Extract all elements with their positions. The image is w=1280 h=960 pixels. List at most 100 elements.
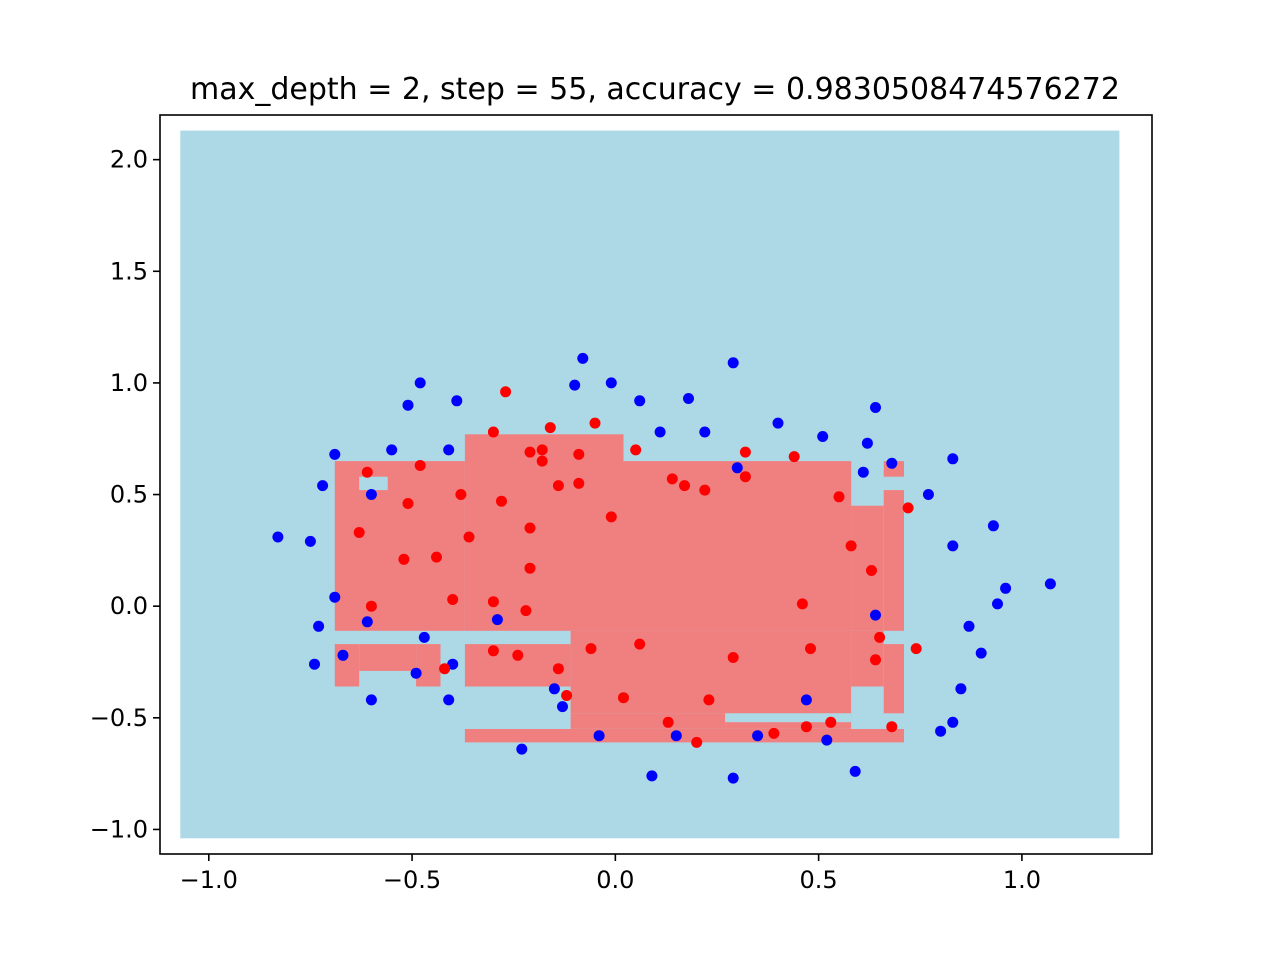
- data-point-blue: [317, 480, 329, 492]
- x-tick-label: 0.0: [596, 866, 634, 894]
- data-point-red: [585, 643, 597, 655]
- data-point-red: [561, 690, 573, 701]
- data-point-blue: [577, 352, 589, 364]
- data-point-red: [512, 649, 524, 661]
- data-point-blue: [365, 489, 377, 500]
- data-point-blue: [849, 765, 861, 777]
- data-point-blue: [821, 734, 833, 746]
- data-point-red: [552, 480, 564, 492]
- data-point-blue: [870, 402, 881, 413]
- data-point-red: [524, 562, 536, 574]
- data-point-red: [573, 477, 585, 489]
- data-point-blue: [414, 377, 426, 389]
- data-point-blue: [861, 437, 873, 449]
- data-point-red: [431, 551, 442, 563]
- data-point-red: [679, 480, 690, 492]
- data-point-blue: [992, 598, 1003, 610]
- data-point-blue: [593, 730, 605, 742]
- data-point-blue: [447, 658, 459, 670]
- data-point-blue: [605, 377, 617, 389]
- data-point-red: [866, 565, 877, 576]
- data-point-red: [447, 594, 459, 605]
- data-point-blue: [870, 609, 881, 621]
- y-axis: −1.0 −0.5 0.0 0.5 1.0 1.5 2.0: [90, 146, 160, 843]
- data-point-blue: [857, 466, 869, 478]
- data-point-blue: [451, 395, 463, 407]
- data-point-red: [552, 663, 564, 675]
- data-point-red: [402, 498, 414, 509]
- decision-regions: [180, 130, 1120, 839]
- data-point-blue: [443, 444, 455, 456]
- data-point-red: [496, 495, 507, 507]
- data-point-red: [630, 444, 642, 456]
- data-point-blue: [683, 393, 694, 404]
- data-point-red: [463, 531, 475, 543]
- data-point-red: [727, 652, 739, 663]
- region-red: [570, 713, 726, 729]
- data-point-blue: [922, 489, 934, 500]
- data-point-blue: [947, 453, 959, 465]
- data-point-blue: [987, 520, 999, 532]
- data-point-red: [536, 455, 548, 467]
- data-point-blue: [963, 620, 975, 632]
- data-point-red: [455, 489, 467, 500]
- y-tick-label: 1.5: [110, 257, 148, 285]
- data-point-blue: [329, 448, 341, 460]
- region-red: [334, 644, 360, 687]
- data-point-red: [768, 727, 780, 739]
- data-point-red: [788, 451, 800, 463]
- data-point-red: [524, 446, 536, 458]
- data-point-red: [874, 631, 886, 643]
- region-blue: [725, 713, 852, 723]
- x-tick-label: −1.0: [180, 866, 238, 894]
- region-red: [464, 729, 904, 743]
- data-point-red: [618, 692, 629, 704]
- data-point-blue: [1000, 582, 1012, 594]
- data-point-red: [589, 417, 601, 429]
- region-blue: [359, 476, 388, 491]
- region-red: [883, 490, 904, 631]
- data-point-blue: [646, 770, 658, 782]
- data-point-blue: [410, 667, 422, 679]
- data-point-red: [910, 643, 922, 655]
- data-points: [272, 352, 1056, 784]
- plot-area: [180, 130, 1120, 839]
- y-tick-label: −0.5: [90, 704, 148, 732]
- data-point-blue: [947, 540, 959, 552]
- data-point-blue: [752, 730, 764, 742]
- data-point-blue: [731, 462, 743, 474]
- data-point-blue: [337, 649, 349, 661]
- data-point-blue: [975, 647, 987, 659]
- data-point-blue: [886, 457, 898, 469]
- data-point-blue: [800, 694, 812, 706]
- axes-frame: [159, 114, 1153, 855]
- data-point-red: [699, 484, 711, 496]
- data-point-red: [805, 643, 816, 655]
- data-point-red: [500, 386, 512, 398]
- data-point-red: [703, 694, 715, 706]
- data-point-blue: [727, 357, 739, 369]
- data-point-red: [605, 511, 617, 523]
- data-point-blue: [443, 694, 455, 706]
- data-point-red: [524, 522, 536, 534]
- data-point-red: [634, 638, 646, 650]
- data-point-red: [439, 663, 451, 675]
- data-point-blue: [699, 426, 711, 438]
- data-point-blue: [557, 701, 568, 713]
- data-point-blue: [418, 631, 430, 643]
- data-point-blue: [727, 772, 739, 784]
- y-tick-label: 0.5: [110, 481, 148, 509]
- data-point-blue: [313, 620, 325, 632]
- data-point-blue: [817, 431, 829, 442]
- data-point-red: [870, 654, 881, 666]
- data-point-blue: [548, 683, 560, 695]
- region-red: [334, 461, 465, 631]
- data-point-red: [739, 471, 751, 483]
- data-point-blue: [935, 725, 947, 737]
- data-point-red: [902, 502, 914, 514]
- data-point-blue: [491, 614, 503, 626]
- region-red: [883, 644, 904, 714]
- data-point-red: [800, 721, 812, 733]
- data-point-blue: [516, 743, 528, 755]
